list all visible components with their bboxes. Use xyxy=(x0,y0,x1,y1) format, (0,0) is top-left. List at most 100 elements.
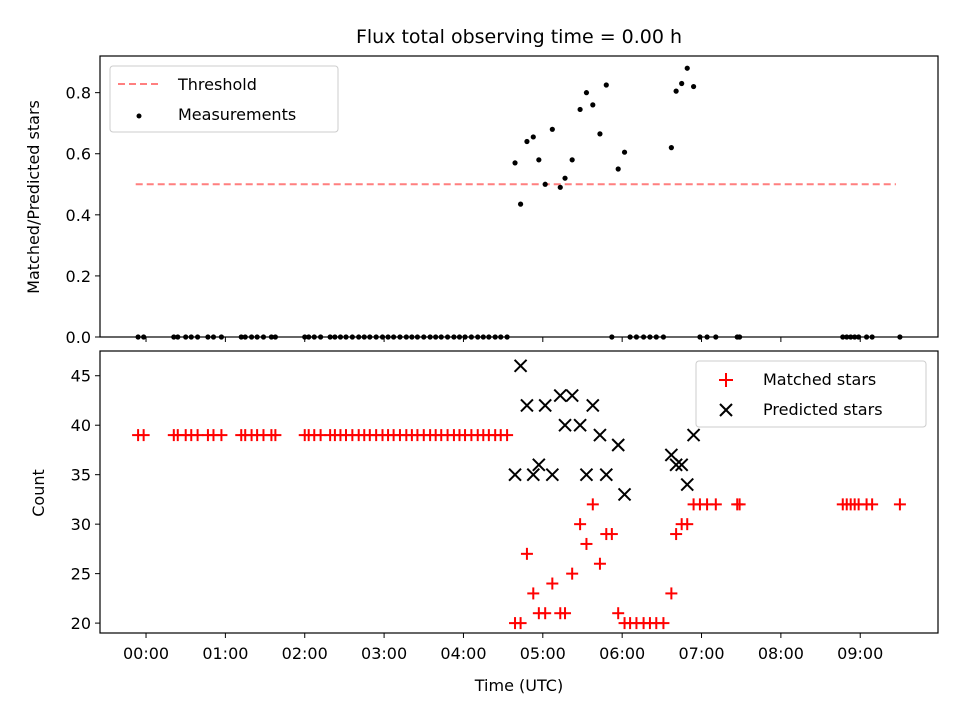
measurement-point xyxy=(480,334,486,340)
measurements-legend-label: Measurements xyxy=(178,105,296,124)
measurement-point xyxy=(318,334,324,340)
matched-star-point xyxy=(191,429,204,442)
matched-star-point xyxy=(593,557,606,570)
measurement-point xyxy=(242,334,248,340)
x-axis-label: Time (UTC) xyxy=(474,676,563,695)
predicted-star-point xyxy=(593,428,607,442)
measurement-point xyxy=(697,334,703,340)
measurement-point xyxy=(627,334,633,340)
matched-star-point xyxy=(605,528,618,541)
bottom-y-tick-label: 25 xyxy=(71,565,91,584)
matched-star-point xyxy=(580,537,593,550)
measurement-point xyxy=(337,334,344,340)
measurement-point xyxy=(647,334,653,340)
measurement-points xyxy=(135,65,903,340)
measurement-point xyxy=(205,334,211,340)
matched-star-point xyxy=(546,577,559,590)
matched-legend-marker xyxy=(719,373,733,387)
matched-stars-points xyxy=(132,429,906,630)
measurement-point xyxy=(737,334,743,340)
measurement-point xyxy=(311,334,317,340)
bottom-x-tick-label: 08:00 xyxy=(758,644,804,663)
measurement-point xyxy=(414,334,421,340)
matched-star-point xyxy=(527,587,540,600)
measurement-point xyxy=(260,334,267,340)
measurement-point xyxy=(451,334,457,340)
measurement-point xyxy=(852,334,858,340)
matched-legend-label: Matched stars xyxy=(763,370,876,389)
top-y-axis-label: Matched/Predicted stars xyxy=(24,100,43,294)
predicted-stars-points xyxy=(508,359,701,502)
measurement-point xyxy=(621,149,628,155)
chart-title: Flux total observing time = 0.00 h xyxy=(356,26,682,48)
top-legend: Threshold Measurements xyxy=(109,65,339,133)
measurement-point xyxy=(171,334,177,340)
bottom-x-tick-label: 01:00 xyxy=(202,644,248,663)
measurement-point xyxy=(385,334,391,340)
measurement-point xyxy=(653,334,659,340)
measurement-point xyxy=(361,334,367,340)
measurement-point xyxy=(397,334,403,340)
predicted-star-point xyxy=(686,428,701,442)
measurement-point xyxy=(175,334,181,340)
measurement-point xyxy=(272,334,278,340)
predicted-legend-marker xyxy=(719,403,733,417)
measurement-point xyxy=(603,82,609,88)
bottom-x-tick-label: 04:00 xyxy=(440,644,486,663)
predicted-star-point xyxy=(553,388,567,403)
matched-star-point xyxy=(681,518,694,531)
matched-star-point xyxy=(709,498,722,511)
matched-star-point xyxy=(670,528,683,541)
predicted-star-point xyxy=(532,458,546,472)
measurement-point xyxy=(530,134,536,140)
predicted-star-point xyxy=(565,388,579,403)
bottom-x-tick-label: 09:00 xyxy=(837,644,883,663)
matched-star-point xyxy=(215,429,228,442)
top-axes-frame xyxy=(99,55,939,338)
bottom-x-tick-label: 02:00 xyxy=(282,644,328,663)
predicted-star-point xyxy=(680,477,694,492)
measurement-point xyxy=(427,334,433,340)
measurement-point xyxy=(549,126,555,132)
measurement-point xyxy=(569,157,575,163)
top-legend-box xyxy=(109,65,339,133)
matched-star-point xyxy=(574,518,587,531)
bottom-x-tick-label: 03:00 xyxy=(361,644,407,663)
matched-star-point xyxy=(566,567,579,580)
measurement-point xyxy=(254,334,260,340)
measurement-point xyxy=(840,334,846,340)
measurement-point xyxy=(141,334,147,340)
predicted-star-point xyxy=(617,487,632,502)
top-panel: 0.00.20.40.60.8 Matched/Predicted stars … xyxy=(24,55,939,347)
measurement-point xyxy=(633,334,640,340)
matched-star-point xyxy=(520,547,533,560)
predicted-star-point xyxy=(545,467,560,482)
measurement-point xyxy=(268,334,275,340)
measurement-point xyxy=(597,131,603,137)
predicted-star-point xyxy=(586,398,600,413)
matched-star-point xyxy=(137,429,150,442)
measurements-legend-marker xyxy=(136,113,142,119)
top-y-tick-label: 0.2 xyxy=(66,267,91,286)
measurement-point xyxy=(195,334,201,340)
measurement-point xyxy=(713,334,719,340)
matched-star-point xyxy=(514,617,527,630)
measurement-point xyxy=(391,334,397,340)
measurement-point xyxy=(135,334,141,340)
predicted-star-point xyxy=(558,418,572,432)
measurement-point xyxy=(673,88,679,94)
measurement-point xyxy=(486,334,492,340)
measurement-point xyxy=(475,334,481,340)
measurement-point xyxy=(684,65,690,71)
predicted-star-point xyxy=(664,448,679,462)
measurement-point xyxy=(218,334,225,340)
measurement-point xyxy=(668,145,674,151)
bottom-x-ticks: 00:00 01:00 02:00 03:00 04:00 05:00 06:00 07:00… xyxy=(123,633,883,663)
matched-star-point xyxy=(866,498,879,511)
measurement-point xyxy=(468,334,474,340)
top-y-tick-label: 0.4 xyxy=(66,206,91,225)
measurement-point xyxy=(238,334,244,340)
predicted-star-point xyxy=(579,467,594,482)
measurement-point xyxy=(577,106,583,113)
